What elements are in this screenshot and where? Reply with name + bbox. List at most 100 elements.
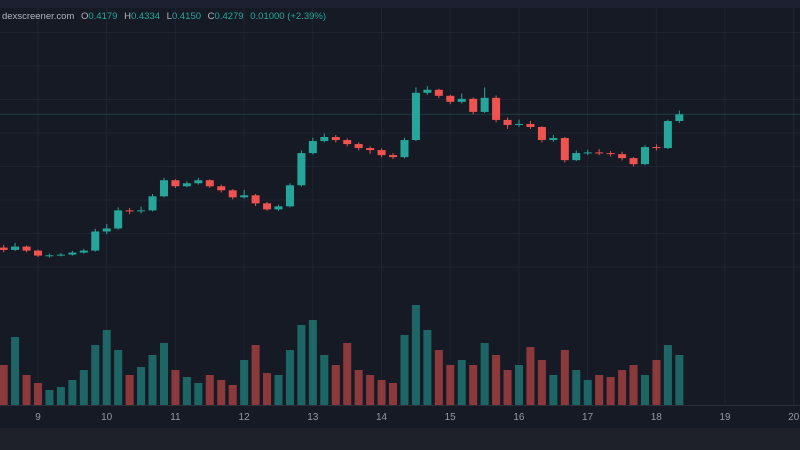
candle-body bbox=[503, 119, 512, 125]
x-tick-label: 14 bbox=[376, 412, 388, 423]
volume-bar bbox=[423, 330, 432, 405]
volume-bar bbox=[400, 335, 409, 405]
candle-body bbox=[11, 246, 20, 250]
candle-body bbox=[194, 180, 203, 184]
high-label: H bbox=[124, 11, 131, 22]
volume-bar bbox=[572, 370, 581, 405]
candle-body bbox=[285, 185, 294, 207]
candle-body bbox=[0, 247, 8, 250]
volume-bar bbox=[629, 365, 638, 405]
candlestick-chart[interactable]: 9 10 11 12 13 14 15 16 17 18 19 20 bbox=[0, 0, 800, 428]
x-tick-label: 13 bbox=[307, 412, 319, 423]
bottom-panel bbox=[0, 428, 800, 450]
volume-bar bbox=[263, 373, 272, 405]
candle-body bbox=[366, 148, 375, 151]
volume-bar bbox=[102, 330, 111, 405]
volume-bar bbox=[526, 347, 535, 405]
candle-body bbox=[492, 97, 501, 120]
candle-body bbox=[411, 92, 420, 141]
close-label: C bbox=[207, 11, 215, 22]
volume-bar bbox=[217, 380, 226, 405]
volume-bar bbox=[480, 343, 489, 405]
x-tick-label: 17 bbox=[582, 412, 594, 423]
candle-body bbox=[618, 154, 627, 159]
candle-body bbox=[228, 190, 237, 198]
candle-body bbox=[663, 121, 672, 149]
volume-bar bbox=[205, 375, 214, 405]
candle-body bbox=[434, 89, 443, 96]
ohlc-legend: dexscreener.com O0.4179 H0.4334 L0.4150 … bbox=[2, 11, 330, 22]
x-tick-label: 10 bbox=[101, 412, 113, 423]
candle-body bbox=[171, 180, 180, 187]
candle-body bbox=[629, 158, 638, 165]
volume-bar bbox=[366, 375, 375, 405]
volume-bar bbox=[159, 343, 168, 405]
source-label: dexscreener.com bbox=[2, 11, 75, 22]
candle-body bbox=[389, 155, 398, 158]
candle-body bbox=[45, 255, 54, 257]
volume-bar bbox=[56, 387, 65, 405]
candle-body bbox=[308, 141, 317, 154]
volume-bar bbox=[652, 360, 661, 405]
candle-body bbox=[251, 195, 260, 204]
candle-body bbox=[263, 203, 272, 210]
candle-body bbox=[148, 196, 157, 211]
candle-body bbox=[205, 180, 214, 187]
low-label: L bbox=[166, 11, 172, 22]
volume-bar bbox=[125, 375, 134, 405]
candle-body bbox=[457, 98, 466, 102]
volume-bar bbox=[457, 360, 466, 405]
volume-bar bbox=[308, 320, 317, 405]
candle-body bbox=[137, 210, 146, 212]
candle-body bbox=[400, 140, 409, 158]
candle-body bbox=[343, 140, 352, 145]
candle-body bbox=[182, 183, 191, 187]
candle-body bbox=[640, 147, 649, 165]
candles bbox=[0, 86, 684, 258]
candle-body bbox=[572, 153, 581, 161]
x-tick-label: 18 bbox=[651, 412, 663, 423]
volume-bar bbox=[79, 370, 88, 405]
volume-bar bbox=[68, 380, 77, 405]
volume-bar bbox=[194, 383, 203, 405]
x-axis: 9 10 11 12 13 14 15 16 17 18 19 20 bbox=[35, 412, 799, 423]
x-tick-label: 20 bbox=[788, 412, 800, 423]
candle-body bbox=[68, 252, 77, 255]
candle-body bbox=[480, 97, 489, 112]
close-value: 0.4279 bbox=[214, 11, 244, 22]
volume-bar bbox=[675, 355, 684, 405]
volume-bar bbox=[331, 365, 340, 405]
candle-body bbox=[377, 150, 386, 156]
candle-body bbox=[331, 137, 340, 141]
candle-body bbox=[595, 152, 604, 154]
x-tick-label: 11 bbox=[170, 412, 181, 423]
volume-bar bbox=[549, 375, 558, 405]
volume-bar bbox=[148, 355, 157, 405]
volume-bar bbox=[618, 370, 627, 405]
volume-bar bbox=[583, 380, 592, 405]
volume-bar bbox=[343, 343, 352, 405]
candle-body bbox=[606, 153, 615, 155]
open-label: O bbox=[80, 11, 89, 22]
volume-bar bbox=[606, 377, 615, 405]
volume-bars bbox=[0, 305, 684, 405]
candle-body bbox=[22, 246, 31, 251]
volume-bar bbox=[503, 370, 512, 405]
volume-bar bbox=[228, 385, 237, 405]
candle-body bbox=[274, 206, 283, 210]
candle-body bbox=[583, 152, 592, 154]
volume-bar bbox=[171, 370, 180, 405]
candle-body bbox=[675, 114, 684, 122]
change-value: 0.01000 (+2.39%) bbox=[250, 11, 327, 22]
volume-bar bbox=[182, 377, 191, 405]
x-tick-label: 15 bbox=[445, 412, 457, 423]
volume-bar bbox=[0, 365, 8, 405]
volume-bar bbox=[411, 305, 420, 405]
candle-body bbox=[240, 195, 249, 198]
volume-bar bbox=[114, 350, 123, 405]
volume-bar bbox=[33, 383, 43, 405]
volume-bar bbox=[285, 350, 294, 405]
candle-body bbox=[514, 123, 524, 125]
candle-body bbox=[159, 180, 168, 197]
volume-bar bbox=[11, 337, 20, 405]
